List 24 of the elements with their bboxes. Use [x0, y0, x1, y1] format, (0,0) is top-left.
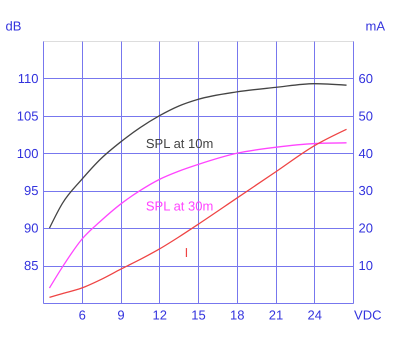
x-tick-label: 6 [78, 308, 86, 322]
y2-tick-label: 60 [358, 70, 373, 86]
y-tick-label: 100 [16, 146, 38, 161]
x-tick-label: 21 [268, 308, 284, 322]
line-series [48, 83, 348, 229]
x-tick-label: 18 [230, 308, 244, 322]
y2-axis-title: mA [366, 18, 386, 34]
y2-tick-label: 20 [358, 220, 373, 236]
y-tick-label: 85 [24, 258, 38, 274]
x-tick-label: 9 [117, 308, 125, 322]
y2-tick-label: 40 [358, 146, 373, 161]
series-label: I [184, 245, 188, 260]
y2-tick-label: 30 [358, 183, 373, 198]
x-tick-label: 12 [152, 308, 167, 322]
x-tick-label: 24 [308, 308, 322, 322]
x-axis-title: VDC [354, 308, 382, 322]
y-axis-title: dB [6, 18, 22, 34]
y-tick-label: 105 [16, 108, 38, 124]
y2-tick-label: 10 [358, 258, 373, 274]
y2-tick-label: 50 [358, 108, 373, 124]
x-tick-label: 15 [191, 308, 206, 322]
y-tick-label: 110 [18, 70, 38, 86]
y-tick-label: 90 [24, 220, 38, 236]
y-tick-label: 95 [24, 183, 38, 198]
